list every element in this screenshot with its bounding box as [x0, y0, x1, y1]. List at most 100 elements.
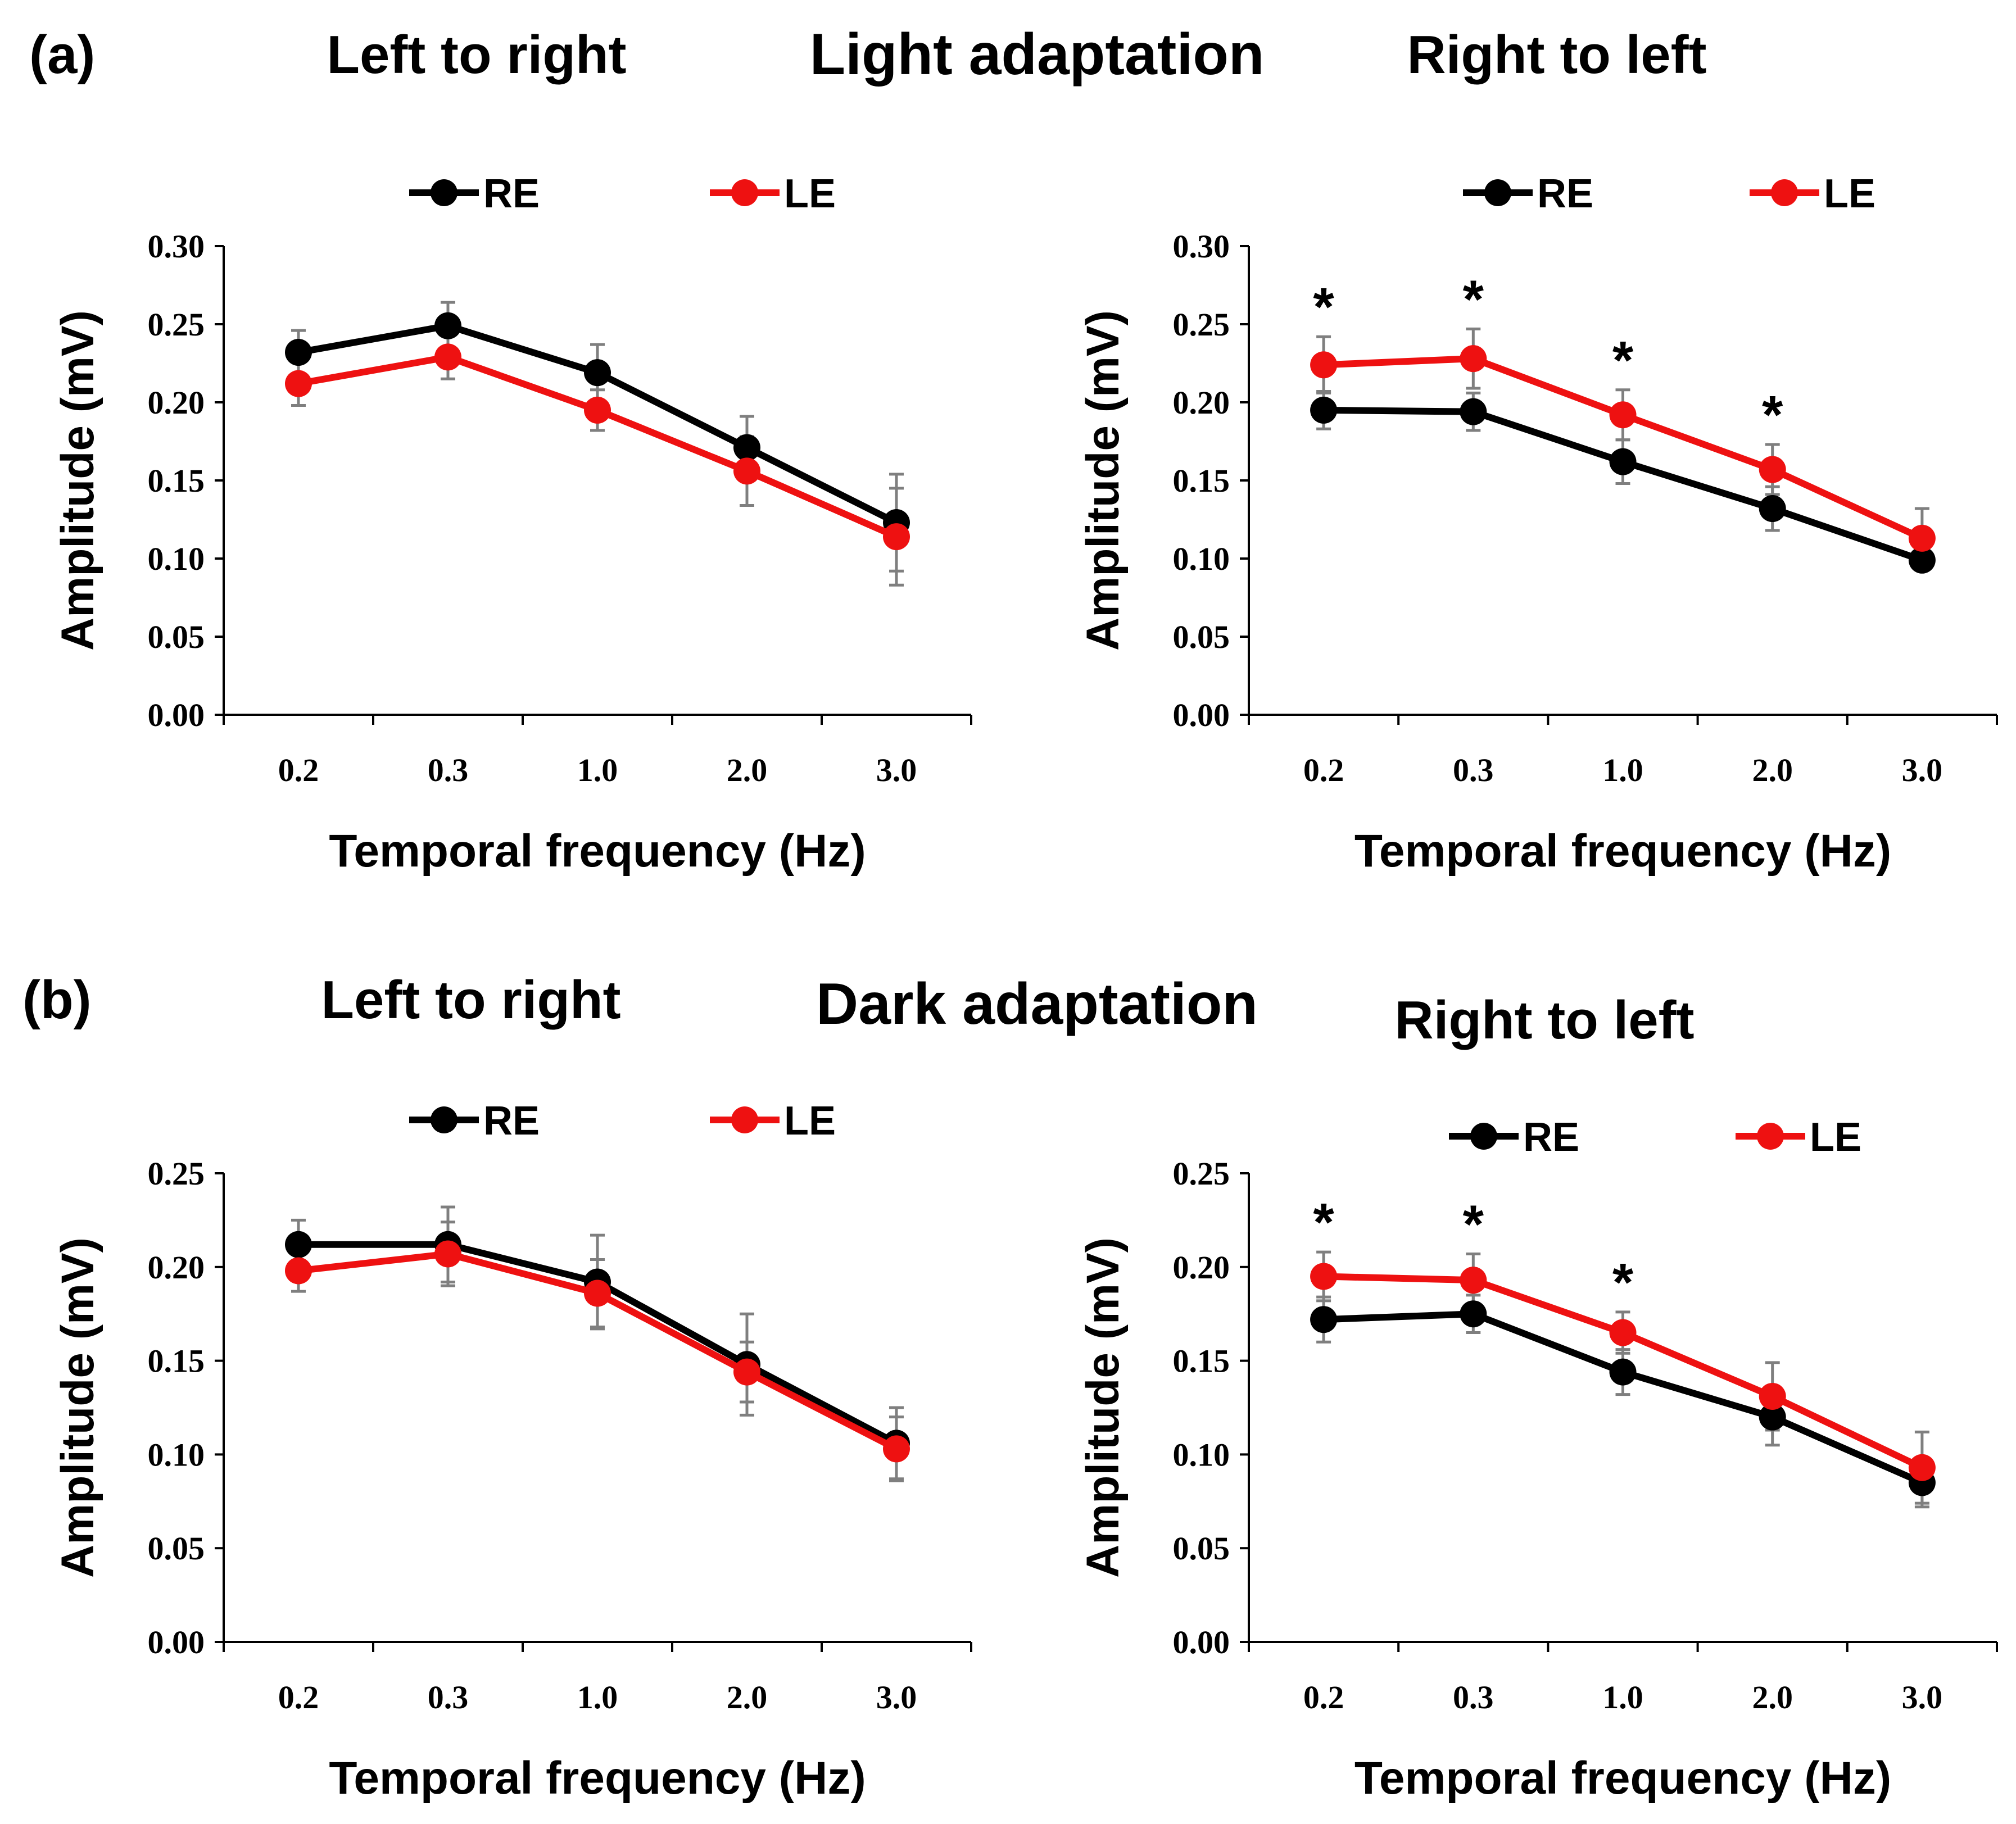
data-point-re — [1908, 546, 1936, 574]
y-tick-label: 0.10 — [1173, 1436, 1230, 1473]
x-tick-label: 0.3 — [1453, 1679, 1494, 1716]
x-tick-label: 3.0 — [876, 1679, 917, 1716]
legend-item-le: LE — [1750, 171, 1875, 216]
significance-asterisk: * — [1313, 1192, 1334, 1253]
x-tick-label: 3.0 — [1902, 752, 1943, 788]
legend-marker-re — [431, 179, 457, 206]
data-point-le — [285, 1257, 312, 1285]
chart-light-left-to-right: Left to right RE LE 0.00 0.05 0.10 0.15 0.20 0.2… — [52, 25, 972, 877]
x-tick-label: 1.0 — [1602, 752, 1643, 788]
x-tick-label: 0.2 — [278, 1679, 319, 1716]
data-point-le — [584, 1279, 611, 1307]
x-tick-label: 0.2 — [1303, 752, 1344, 788]
data-point-re — [1609, 1358, 1637, 1386]
chart-title: Right to left — [1407, 25, 1706, 85]
significance-asterisk: * — [1313, 277, 1334, 337]
legend-marker-le — [731, 1106, 758, 1133]
chart-dark-left-to-right: Left to right RE LE 0.00 0.05 0.10 0.15 0.20 0.2… — [52, 970, 972, 1804]
data-point-re — [1609, 448, 1637, 475]
y-tick-label: 0.15 — [148, 1343, 205, 1380]
legend-marker-re — [1470, 1123, 1497, 1150]
legend-marker-re — [431, 1106, 457, 1133]
y-tick-label: 0.10 — [1173, 541, 1230, 577]
data-point-le — [285, 370, 312, 397]
data-point-le — [733, 1358, 760, 1386]
data-point-re — [1310, 396, 1338, 424]
data-point-re — [1460, 398, 1487, 425]
legend-label-le: LE — [1824, 171, 1875, 216]
x-tick-label: 0.3 — [1453, 752, 1494, 788]
x-tick-label: 3.0 — [1902, 1679, 1943, 1716]
significance-asterisk: * — [1463, 269, 1484, 329]
legend-item-le: LE — [1736, 1115, 1861, 1160]
significance-asterisk: * — [1612, 1253, 1634, 1313]
data-point-le — [434, 343, 461, 371]
panel-a-label: (a) — [29, 25, 95, 85]
legend-label-re: RE — [1537, 171, 1593, 216]
data-point-re — [1460, 1300, 1487, 1328]
legend-label-re: RE — [1523, 1115, 1579, 1160]
chart-dark-right-to-left: Right to left RE LE 0.00 0.05 0.10 0.15 0.20 0.2… — [1077, 990, 1998, 1804]
chart-light-right-to-left: Right to left RE LE 0.00 0.05 0.10 0.15 0.20 0.2… — [1077, 25, 1998, 877]
legend-label-le: LE — [1810, 1115, 1861, 1160]
x-tick-label: 1.0 — [1602, 1679, 1643, 1716]
chart-title: Right to left — [1394, 990, 1694, 1050]
data-point-le — [1759, 456, 1786, 483]
y-tick-label: 0.25 — [1173, 1155, 1230, 1192]
x-tick-label: 1.0 — [577, 1679, 618, 1716]
significance-asterisk: * — [1463, 1194, 1484, 1254]
chart-title: Left to right — [321, 970, 620, 1030]
significance-asterisk: * — [1612, 330, 1634, 391]
legend-label-re: RE — [483, 171, 540, 216]
data-point-re — [1759, 495, 1786, 523]
legend-item-re: RE — [409, 1099, 540, 1144]
data-point-re — [1759, 1403, 1786, 1431]
x-axis-title: Temporal frequency (Hz) — [329, 1753, 866, 1804]
x-axis-title: Temporal frequency (Hz) — [1354, 825, 1891, 877]
x-tick-label: 3.0 — [876, 752, 917, 788]
data-point-le — [883, 1435, 910, 1463]
y-axis-title: Amplitude (mV) — [1077, 1237, 1129, 1578]
y-tick-label: 0.00 — [1173, 697, 1230, 733]
legend-label-le: LE — [784, 1099, 836, 1144]
panel-b-label: (b) — [22, 970, 92, 1030]
data-point-le — [883, 523, 910, 551]
legend-marker-le — [731, 179, 758, 206]
x-tick-label: 2.0 — [727, 1679, 768, 1716]
y-tick-label: 0.00 — [1173, 1624, 1230, 1660]
data-point-le — [1310, 1263, 1338, 1290]
y-axis-title: Amplitude (mV) — [52, 1237, 103, 1578]
x-tick-label: 2.0 — [727, 752, 768, 788]
data-point-re — [285, 1231, 312, 1258]
legend-item-re: RE — [1463, 171, 1593, 216]
data-point-re — [285, 339, 312, 366]
legend-item-le: LE — [710, 171, 836, 216]
y-tick-label: 0.15 — [1173, 462, 1230, 499]
legend-marker-le — [1757, 1123, 1784, 1150]
panel-b-title: Dark adaptation — [816, 972, 1258, 1037]
x-tick-label: 0.2 — [278, 752, 319, 788]
y-axis-title: Amplitude (mV) — [1077, 310, 1129, 651]
x-axis-title: Temporal frequency (Hz) — [1354, 1753, 1891, 1804]
y-tick-label: 0.15 — [148, 462, 205, 499]
data-point-le — [733, 457, 760, 485]
y-tick-label: 0.00 — [148, 1624, 205, 1660]
x-tick-label: 0.3 — [428, 1679, 469, 1716]
data-point-le — [434, 1240, 461, 1268]
y-tick-label: 0.15 — [1173, 1343, 1230, 1380]
legend-item-re: RE — [409, 171, 540, 216]
data-point-le — [1908, 1454, 1936, 1481]
y-tick-label: 0.25 — [148, 306, 205, 343]
panel-a-title: Light adaptation — [810, 22, 1265, 87]
y-tick-label: 0.05 — [1173, 619, 1230, 655]
y-tick-label: 0.20 — [1173, 1249, 1230, 1286]
data-point-le — [1609, 401, 1637, 429]
legend-label-le: LE — [784, 171, 836, 216]
legend-item-re: RE — [1449, 1115, 1579, 1160]
significance-asterisk: * — [1762, 385, 1783, 445]
y-tick-label: 0.10 — [148, 541, 205, 577]
y-tick-label: 0.20 — [148, 1249, 205, 1286]
data-point-le — [584, 396, 611, 424]
y-axis-title: Amplitude (mV) — [52, 310, 103, 651]
y-tick-label: 0.30 — [1173, 228, 1230, 265]
